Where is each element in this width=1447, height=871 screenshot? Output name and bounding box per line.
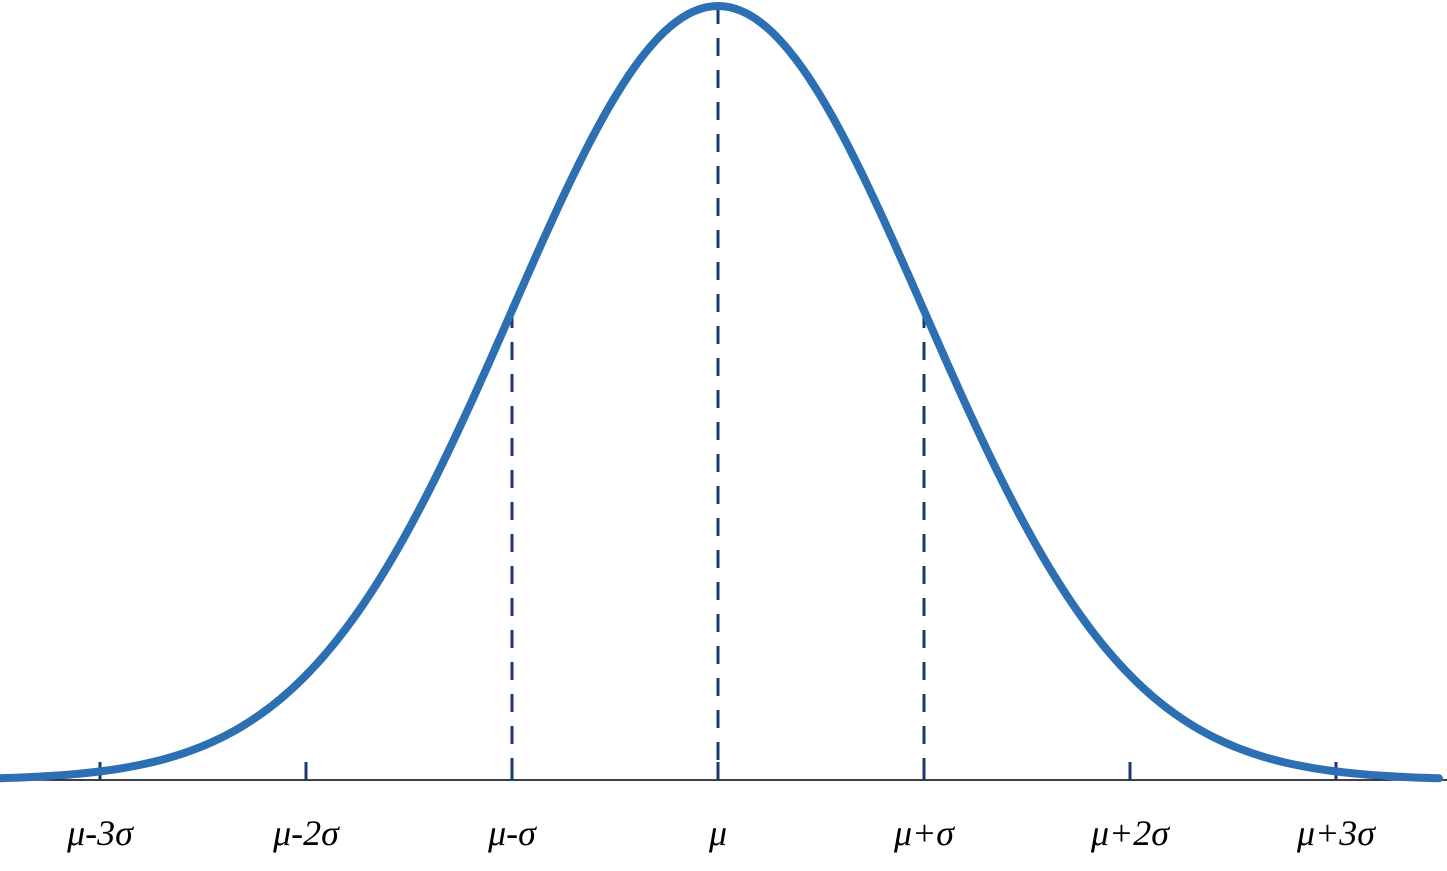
normal-distribution-chart: μ-3σ μ-2σ μ-σ μ μ+σ μ+2σ μ+3σ [0,0,1447,866]
axis-label: μ+σ [894,812,954,854]
axis-label: μ+3σ [1297,812,1375,854]
axis-label: μ-3σ [67,812,133,854]
chart-svg [0,0,1447,866]
axis-label: μ-2σ [273,812,339,854]
reference-lines [512,6,924,780]
axis-label: μ-σ [488,812,536,854]
axis-label: μ [709,812,727,854]
axis-label: μ+2σ [1091,812,1169,854]
